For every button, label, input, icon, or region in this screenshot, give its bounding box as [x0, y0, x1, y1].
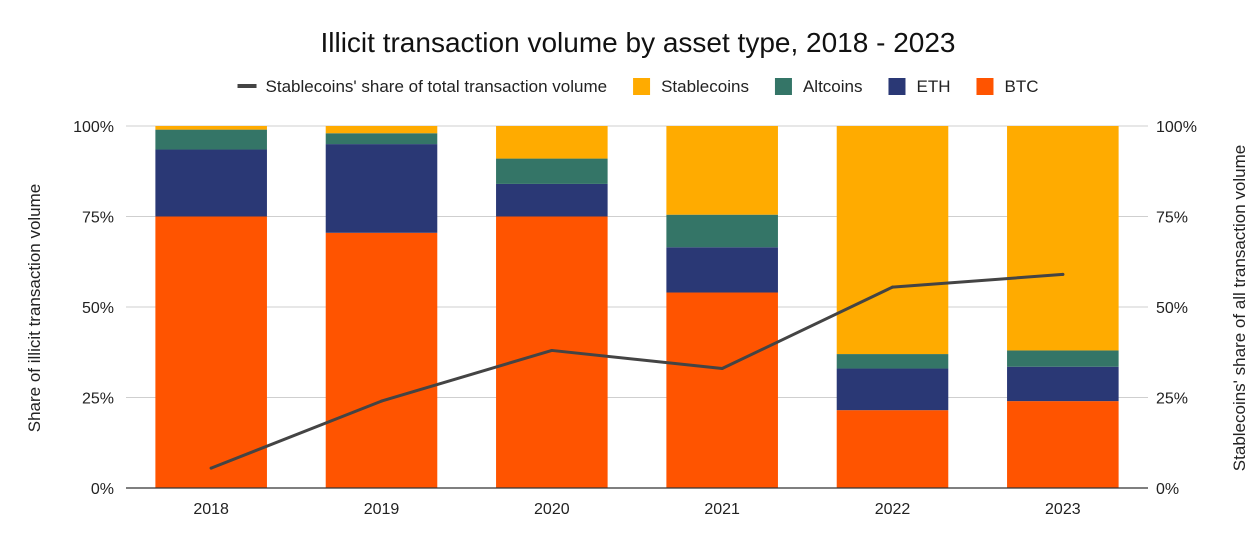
line-series — [209, 272, 1065, 470]
bar-altcoins-2018 — [155, 129, 267, 150]
bar-eth-2020 — [496, 183, 608, 217]
y-tick-label-left: 0% — [91, 481, 114, 498]
legend-item-stablecoins: Stablecoins — [633, 77, 749, 96]
bar-btc-2023 — [1007, 401, 1119, 488]
bar-altcoins-2023 — [1007, 350, 1119, 367]
gridlines — [126, 125, 1148, 398]
line-point-2021 — [720, 367, 724, 371]
legend-item-btc: BTC — [976, 77, 1038, 96]
line-stablecoins-share — [209, 272, 1065, 470]
bar-stablecoins-2018 — [155, 126, 267, 130]
line-point-2018 — [209, 466, 213, 470]
bar-btc-2019 — [325, 232, 438, 488]
axes: 0% 0% 25% 25% 50% 50% 75% 75% 100% 100% 2018 2019 20… — [73, 119, 1197, 518]
bar-altcoins-2020 — [496, 158, 608, 184]
legend-swatch-altcoins — [774, 78, 792, 95]
y-tick-label-right: 50% — [1156, 300, 1188, 317]
bar-btc-2020 — [496, 216, 608, 488]
x-tick-label: 2021 — [704, 501, 740, 518]
legend-label: Stablecoins' share of total transaction … — [266, 77, 608, 96]
y-tick-label-right: 100% — [1156, 119, 1197, 136]
y-tick-label-right: 0% — [1156, 481, 1179, 498]
legend-item-eth: ETH — [888, 77, 950, 96]
bar-eth-2021 — [666, 247, 778, 293]
legend-item-stablecoins-share-of-total-transaction-volume: Stablecoins' share of total transaction … — [237, 77, 608, 96]
legend-label: Altcoins — [803, 77, 863, 96]
bar-stablecoins-2023 — [1007, 126, 1119, 351]
legend-swatch-btc — [976, 78, 994, 95]
legend-item-altcoins: Altcoins — [774, 77, 863, 96]
legend: Stablecoins' share of total transaction … — [237, 77, 1038, 96]
bar-stablecoins-2019 — [325, 126, 438, 134]
y-tick-label-right: 75% — [1156, 210, 1188, 227]
line-point-2023 — [1061, 272, 1065, 276]
legend-swatch-stablecoins — [633, 78, 651, 95]
bar-btc-2018 — [155, 216, 267, 488]
bar-eth-2019 — [325, 144, 438, 233]
bar-altcoins-2019 — [325, 133, 438, 145]
legend-label: ETH — [916, 77, 950, 96]
bar-btc-2022 — [836, 410, 949, 488]
x-tick-label: 2018 — [193, 501, 229, 518]
bar-stablecoins-2020 — [496, 126, 608, 159]
bar-btc-2021 — [666, 292, 778, 488]
x-tick-label: 2022 — [875, 501, 911, 518]
y-tick-label-right: 25% — [1156, 391, 1188, 408]
x-tick-label: 2019 — [364, 501, 400, 518]
line-point-2022 — [891, 285, 894, 289]
legend-swatch-line — [237, 84, 257, 88]
bar-altcoins-2022 — [836, 354, 949, 369]
bar-eth-2022 — [836, 368, 949, 411]
y-axis-label-left: Share of illicit transaction volume — [25, 184, 44, 433]
line-point-2019 — [380, 399, 383, 403]
y-tick-label-left: 50% — [82, 300, 114, 317]
bar-altcoins-2021 — [666, 214, 778, 248]
y-tick-label-left: 100% — [73, 119, 114, 136]
legend-label: Stablecoins — [661, 77, 749, 96]
y-tick-label-left: 75% — [82, 210, 114, 227]
legend-swatch-eth — [888, 78, 906, 95]
x-tick-label: 2023 — [1045, 501, 1081, 518]
bars — [155, 126, 1119, 488]
y-axis-label-right: Stablecoins' share of all transaction vo… — [1230, 145, 1249, 471]
x-tick-label: 2020 — [534, 501, 570, 518]
bar-eth-2023 — [1007, 366, 1119, 402]
legend-label: BTC — [1004, 77, 1038, 96]
y-tick-label-left: 25% — [82, 391, 114, 408]
bar-eth-2018 — [155, 149, 267, 217]
bar-stablecoins-2022 — [836, 126, 949, 355]
bar-stablecoins-2021 — [666, 126, 778, 215]
chart-title: Illicit transaction volume by asset type… — [320, 27, 955, 58]
line-point-2020 — [550, 348, 554, 352]
